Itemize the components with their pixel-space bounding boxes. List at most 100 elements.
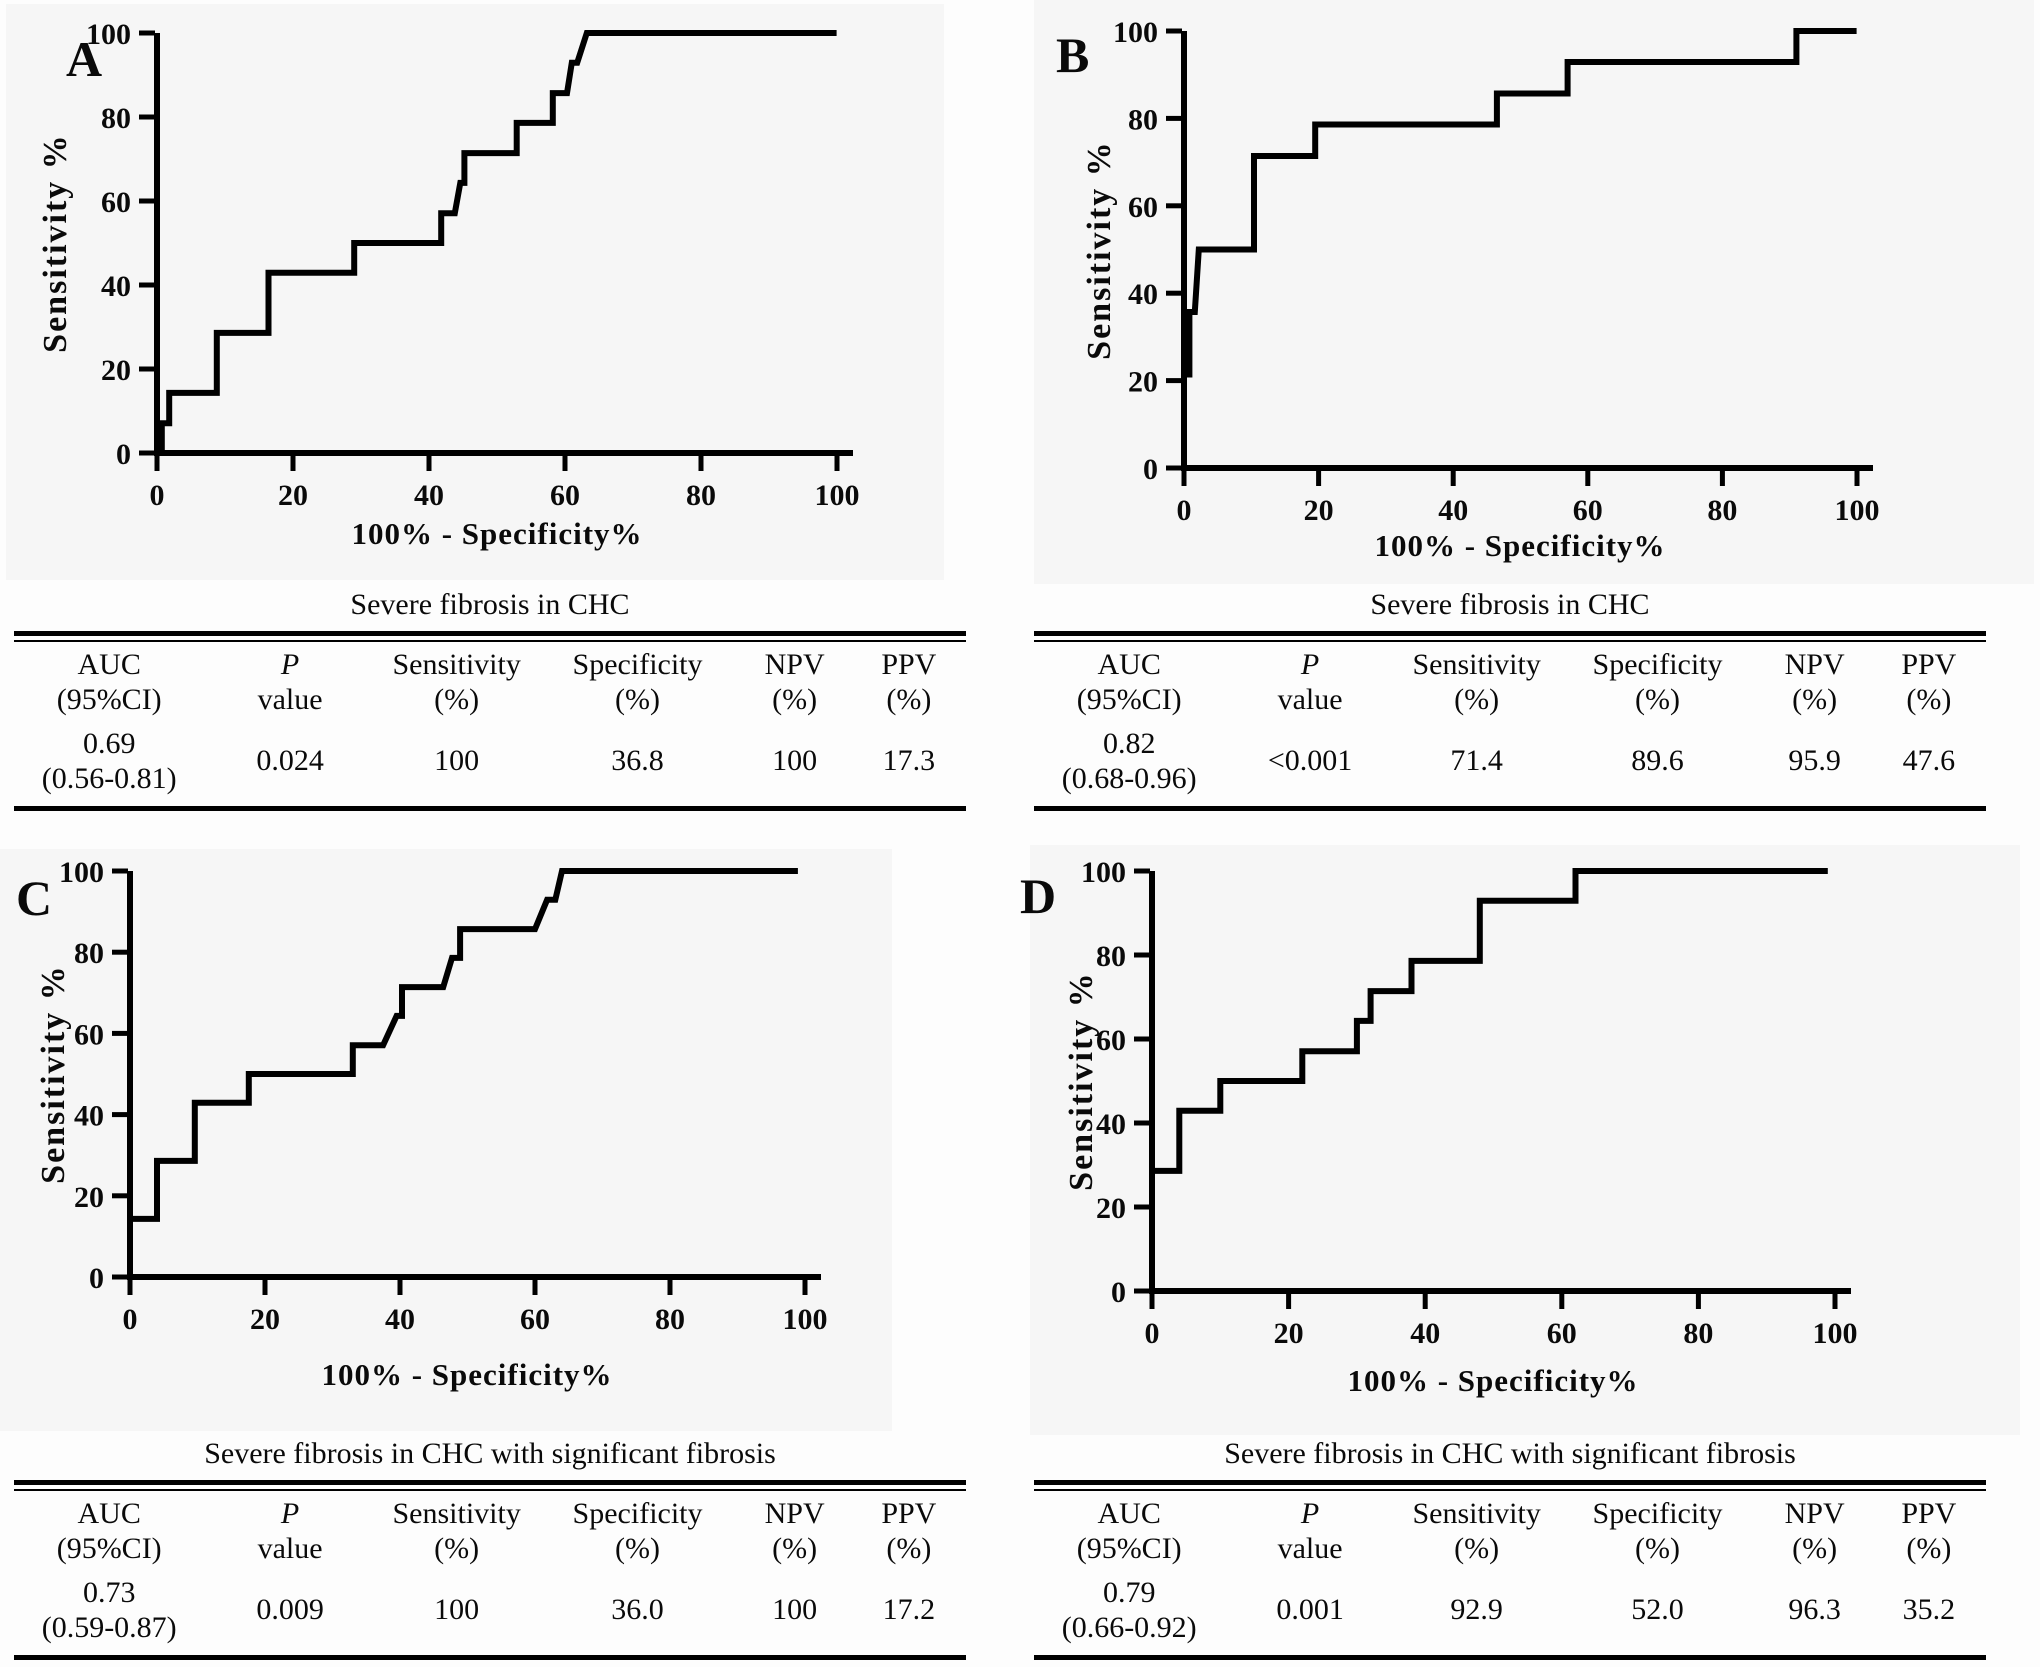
y-tick-label: 40 <box>1096 1108 1126 1141</box>
header-sensitivity: Sensitivity (%) <box>392 1497 521 1565</box>
table-title: Severe fibrosis in CHC with significant … <box>1224 1437 1796 1470</box>
header-ppv: PPV (%) <box>881 1497 937 1565</box>
x-tick-label: 0 <box>123 1303 138 1336</box>
value-npv: 100 <box>772 1593 818 1627</box>
y-tick-label: 20 <box>1128 366 1158 399</box>
x-tick-label: 80 <box>1683 1317 1713 1350</box>
y-tick-label: 40 <box>74 1100 104 1133</box>
x-tick-label: 0 <box>150 479 165 512</box>
y-tick-label: 100 <box>1113 16 1158 49</box>
x-axis-label: 100% - Specificity% <box>1374 528 1666 563</box>
x-tick-label: 100 <box>815 479 860 512</box>
value-auc: 0.82 (0.68-0.96) <box>1061 727 1197 795</box>
table-top-rule <box>14 631 966 642</box>
value-ppv: 47.6 <box>1902 744 1956 778</box>
x-tick-label: 60 <box>520 1303 550 1336</box>
value-sensitivity: 92.9 <box>1450 1593 1503 1627</box>
y-tick-label: 60 <box>74 1018 104 1051</box>
y-tick-label: 60 <box>101 186 131 219</box>
x-tick-label: 20 <box>278 479 308 512</box>
x-tick-label: 80 <box>655 1303 685 1336</box>
x-tick-label: 40 <box>385 1303 415 1336</box>
y-tick-label: 100 <box>86 18 131 51</box>
table-data-row: 0.82 (0.68-0.96) <0.001 71.4 89.6 95.9 47… <box>1034 727 1986 796</box>
plot-background <box>1034 0 2034 584</box>
header-sensitivity: Sensitivity (%) <box>1412 648 1541 716</box>
x-tick-label: 0 <box>1145 1317 1160 1350</box>
header-specificity: Specificity (%) <box>572 1497 703 1565</box>
y-tick-label: 20 <box>74 1181 104 1214</box>
roc-stats-table: Severe fibrosis in CHC with significant … <box>14 1437 966 1660</box>
header-npv: NPV (%) <box>764 1497 825 1565</box>
x-tick-label: 60 <box>1547 1317 1577 1350</box>
y-tick-label: 100 <box>59 856 104 889</box>
roc-stats-table: Severe fibrosis in CHC with significant … <box>1034 1437 1986 1660</box>
value-specificity: 36.0 <box>611 1593 664 1627</box>
panel-c: 0 20 40 60 80 100 0 20 40 60 80 100 C Sensitivity %… <box>0 835 1020 1667</box>
x-tick-label: 80 <box>1707 494 1737 527</box>
header-auc: AUC (95%CI) <box>1076 1497 1182 1565</box>
header-npv: NPV (%) <box>764 648 825 716</box>
header-ppv: PPV (%) <box>1901 1497 1957 1565</box>
header-npv: NPV (%) <box>1784 1497 1845 1565</box>
x-tick-label: 40 <box>1438 494 1468 527</box>
roc-curve <box>154 30 837 456</box>
x-tick-label: 100 <box>783 1303 828 1336</box>
y-axis-label: Sensitivity % <box>35 964 72 1184</box>
header-ppv: PPV (%) <box>881 648 937 716</box>
panel-letter: A <box>66 31 103 87</box>
y-tick-label: 20 <box>1096 1192 1126 1225</box>
value-auc: 0.79 (0.66-0.92) <box>1061 1576 1197 1644</box>
panel-d: 0 20 40 60 80 100 0 20 40 60 80 100 D Sensitivity %… <box>1020 835 2040 1667</box>
value-specificity: 52.0 <box>1631 1593 1684 1627</box>
x-tick-label: 100 <box>1835 494 1880 527</box>
roc-plot-c: 0 20 40 60 80 100 0 20 40 60 80 100 <box>59 856 828 1336</box>
x-tick-label: 20 <box>1304 494 1334 527</box>
value-sensitivity: 71.4 <box>1450 744 1503 778</box>
value-sensitivity: 100 <box>434 1593 480 1627</box>
roc-plot-d: 0 20 40 60 80 100 0 20 40 60 80 100 <box>1081 856 1858 1350</box>
y-tick-label: 40 <box>1128 278 1158 311</box>
y-axis-label: Sensitivity % <box>1081 140 1118 360</box>
table-bottom-rule <box>14 806 966 811</box>
roc-curve <box>127 868 798 1280</box>
y-tick-label: 100 <box>1081 856 1126 889</box>
table-title: Severe fibrosis in CHC <box>350 588 630 621</box>
value-npv: 96.3 <box>1788 1593 1841 1627</box>
panel-b: 0 20 40 60 80 100 0 20 40 60 80 100 B Sensitivity %… <box>1020 0 2040 835</box>
y-axis-label: Sensitivity % <box>1063 971 1100 1191</box>
value-ppv: 35.2 <box>1902 1593 1956 1627</box>
value-p: 0.001 <box>1276 1593 1344 1627</box>
value-p: <0.001 <box>1267 744 1353 778</box>
y-axis-label: Sensitivity % <box>37 133 74 353</box>
table-top-rule <box>14 1480 966 1491</box>
x-tick-label: 40 <box>1410 1317 1440 1350</box>
roc-curve <box>1149 868 1828 1294</box>
x-tick-label: 60 <box>1573 494 1603 527</box>
value-p: 0.009 <box>256 1593 324 1627</box>
table-bottom-rule <box>1034 1655 1986 1660</box>
header-ppv: PPV (%) <box>1901 648 1957 716</box>
x-tick-label: 80 <box>686 479 716 512</box>
table-title: Severe fibrosis in CHC with significant … <box>204 1437 776 1470</box>
y-tick-label: 80 <box>1096 940 1126 973</box>
y-tick-label: 40 <box>101 270 131 303</box>
table-data-row: 0.73 (0.59-0.87) 0.009 100 36.0 100 17.2 <box>14 1576 966 1645</box>
y-tick-label: 60 <box>1096 1024 1126 1057</box>
value-ppv: 17.2 <box>882 1593 936 1627</box>
header-specificity: Specificity (%) <box>1592 648 1723 716</box>
roc-plot-a: 0 20 40 60 80 100 0 20 40 60 80 100 <box>86 18 860 512</box>
header-specificity: Specificity (%) <box>572 648 703 716</box>
header-specificity: Specificity (%) <box>1592 1497 1723 1565</box>
table-top-rule <box>1034 1480 1986 1491</box>
header-sensitivity: Sensitivity (%) <box>1412 1497 1541 1565</box>
header-auc: AUC (95%CI) <box>56 1497 162 1565</box>
value-p: 0.024 <box>256 744 324 778</box>
y-tick-label: 0 <box>89 1262 104 1295</box>
x-tick-label: 0 <box>1177 494 1192 527</box>
